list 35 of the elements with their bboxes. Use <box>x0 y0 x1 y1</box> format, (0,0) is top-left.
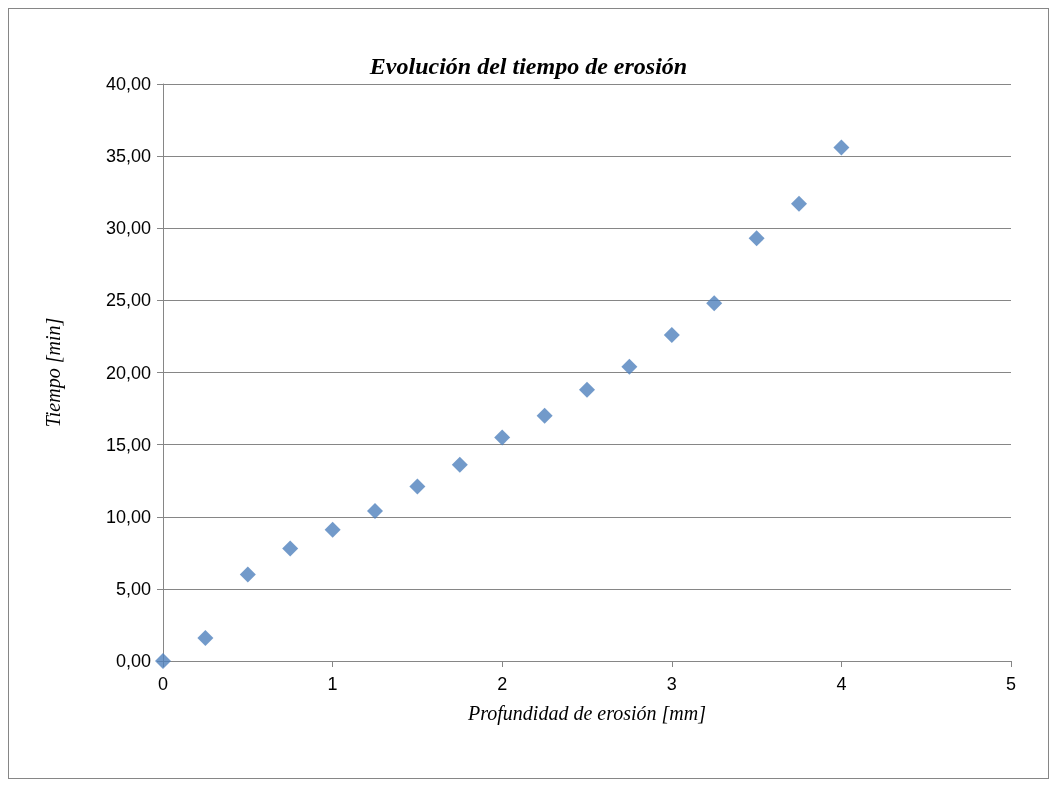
x-tick-label: 3 <box>666 674 677 694</box>
y-tick-label: 40,00 <box>105 74 151 94</box>
y-tick-label: 25,00 <box>105 290 151 311</box>
point <box>663 326 680 343</box>
point <box>494 429 511 446</box>
y-tick-label: 30,00 <box>105 218 151 239</box>
point <box>324 521 341 538</box>
point <box>282 540 299 557</box>
x-axis-title: Profundidad de erosión [mm] <box>467 702 706 725</box>
y-tick-label: 35,00 <box>105 146 151 167</box>
point <box>748 230 765 247</box>
point <box>706 295 723 312</box>
point <box>791 195 807 212</box>
x-tick-label: 1 <box>327 674 338 694</box>
x-tick-label: 2 <box>497 674 508 694</box>
point <box>367 502 383 519</box>
point <box>579 381 595 398</box>
point <box>155 653 171 669</box>
point <box>536 407 553 424</box>
point <box>451 456 468 473</box>
y-tick-label: 0,00 <box>115 651 151 671</box>
x-tick-label: 4 <box>836 674 847 694</box>
x-tick-label: 0 <box>157 674 169 694</box>
point <box>239 566 256 583</box>
y-tick-label: 20,00 <box>105 362 151 383</box>
point <box>197 629 214 646</box>
y-axis-title: Tiempo [min] <box>42 317 65 428</box>
y-tick-label: 10,00 <box>105 506 151 527</box>
point <box>621 358 638 375</box>
point <box>833 139 850 156</box>
y-tick-label: 5,00 <box>115 578 151 599</box>
x-tick-label: 5 <box>1005 674 1017 694</box>
chart-title: Evolución del tiempo de erosión <box>368 53 688 79</box>
y-tick-label: 15,00 <box>105 434 151 455</box>
point <box>409 478 426 495</box>
